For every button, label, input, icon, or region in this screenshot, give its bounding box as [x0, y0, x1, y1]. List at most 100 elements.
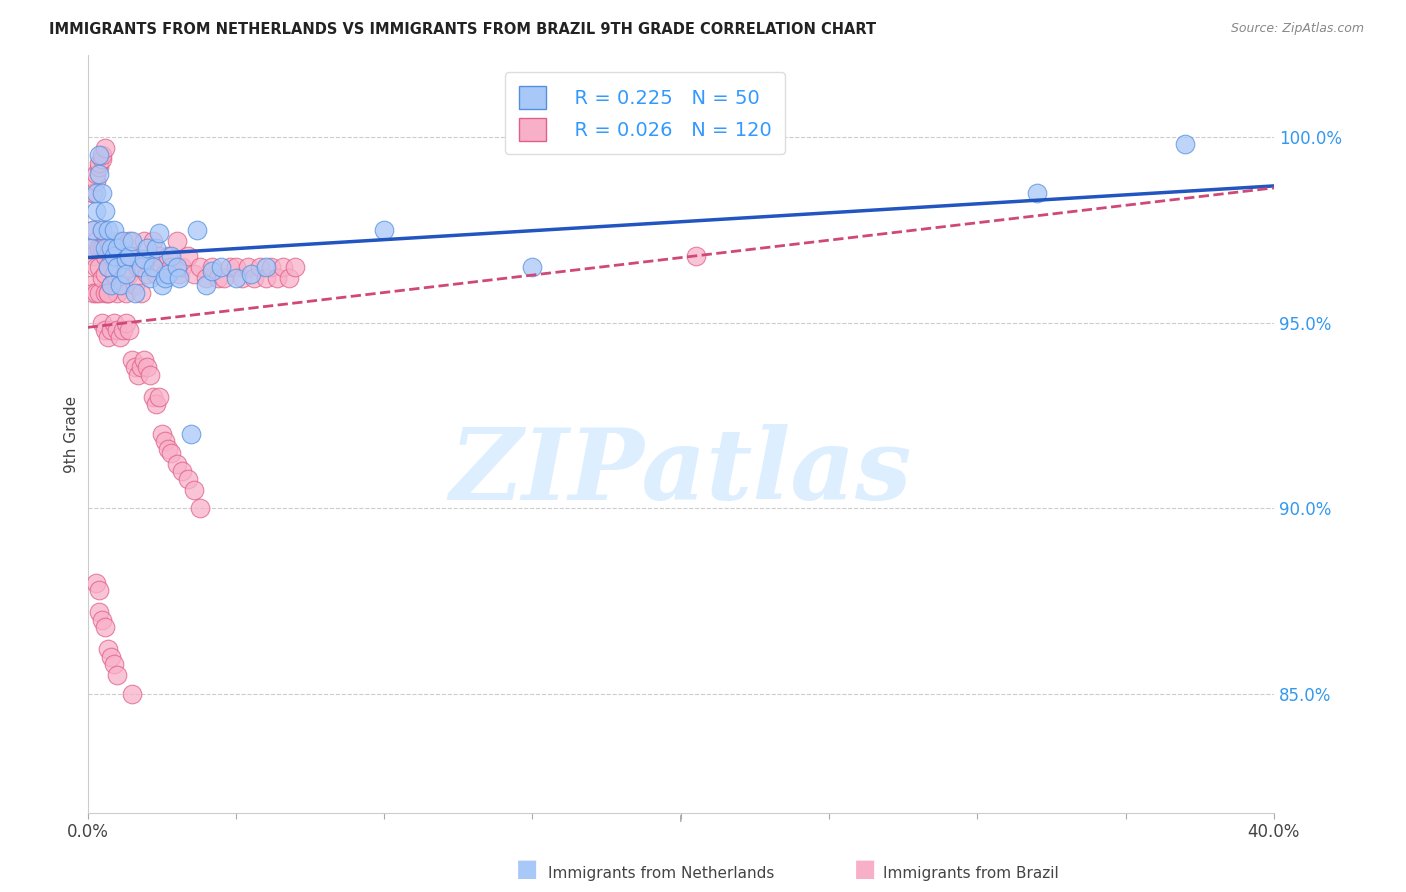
Point — [82, 186, 104, 200]
Point — [97, 223, 120, 237]
Point — [150, 427, 173, 442]
Point — [195, 271, 218, 285]
Point — [236, 260, 259, 274]
Point — [91, 241, 114, 255]
Point — [685, 249, 707, 263]
Point — [100, 323, 122, 337]
Point — [94, 204, 117, 219]
Point — [86, 234, 108, 248]
Point — [121, 352, 143, 367]
Point — [195, 278, 218, 293]
Point — [103, 223, 125, 237]
Point — [97, 642, 120, 657]
Point — [156, 268, 179, 282]
Point — [118, 249, 141, 263]
Point — [156, 249, 179, 263]
Point — [86, 204, 108, 219]
Point — [139, 368, 162, 382]
Point — [115, 285, 138, 300]
Point — [142, 234, 165, 248]
Point — [94, 141, 117, 155]
Point — [97, 285, 120, 300]
Point — [121, 687, 143, 701]
Point — [91, 223, 114, 237]
Point — [100, 241, 122, 255]
Point — [105, 241, 128, 255]
Point — [254, 271, 277, 285]
Point — [103, 316, 125, 330]
Point — [121, 249, 143, 263]
Point — [148, 227, 170, 241]
Point — [94, 249, 117, 263]
Point — [79, 241, 101, 255]
Point — [207, 271, 229, 285]
Point — [91, 316, 114, 330]
Point — [188, 260, 211, 274]
Point — [142, 390, 165, 404]
Point — [100, 278, 122, 293]
Point — [522, 260, 544, 274]
Point — [132, 252, 155, 267]
Point — [159, 445, 181, 459]
Point — [89, 148, 111, 162]
Point — [254, 260, 277, 274]
Point — [260, 260, 283, 274]
Point — [1025, 186, 1047, 200]
Point — [225, 271, 247, 285]
Point — [266, 271, 288, 285]
Point — [239, 268, 262, 282]
Y-axis label: 9th Grade: 9th Grade — [65, 395, 79, 473]
Point — [100, 649, 122, 664]
Point — [132, 234, 155, 248]
Point — [271, 260, 294, 274]
Point — [132, 352, 155, 367]
Point — [177, 472, 200, 486]
Point — [231, 271, 253, 285]
Point — [82, 223, 104, 237]
Point — [82, 186, 104, 200]
Point — [91, 148, 114, 162]
Point — [91, 271, 114, 285]
Point — [82, 249, 104, 263]
Point — [135, 241, 157, 255]
Point — [89, 160, 111, 174]
Point — [129, 360, 152, 375]
Point — [278, 271, 301, 285]
Point — [219, 260, 242, 274]
Point — [105, 260, 128, 274]
Point — [169, 268, 191, 282]
Point — [97, 285, 120, 300]
Point — [94, 268, 117, 282]
Point — [135, 268, 157, 282]
Point — [112, 234, 135, 248]
Point — [100, 249, 122, 263]
Point — [97, 260, 120, 274]
Point — [142, 260, 165, 274]
Point — [97, 241, 120, 255]
Point — [153, 268, 176, 282]
Point — [129, 260, 152, 274]
Point — [212, 271, 235, 285]
Point — [145, 241, 167, 255]
Text: ■: ■ — [853, 857, 876, 881]
Text: ■: ■ — [516, 857, 538, 881]
Point — [86, 186, 108, 200]
Point — [121, 234, 143, 248]
Point — [112, 249, 135, 263]
Point — [145, 268, 167, 282]
Point — [86, 174, 108, 188]
Point — [225, 260, 247, 274]
Point — [97, 330, 120, 344]
Point — [166, 457, 188, 471]
Point — [86, 167, 108, 181]
Point — [242, 271, 264, 285]
Point — [183, 483, 205, 497]
Point — [105, 668, 128, 682]
Point — [153, 271, 176, 285]
Point — [209, 260, 232, 274]
Point — [183, 268, 205, 282]
Point — [118, 234, 141, 248]
Point — [103, 657, 125, 672]
Text: Immigrants from Netherlands: Immigrants from Netherlands — [548, 866, 775, 881]
Point — [201, 263, 224, 277]
